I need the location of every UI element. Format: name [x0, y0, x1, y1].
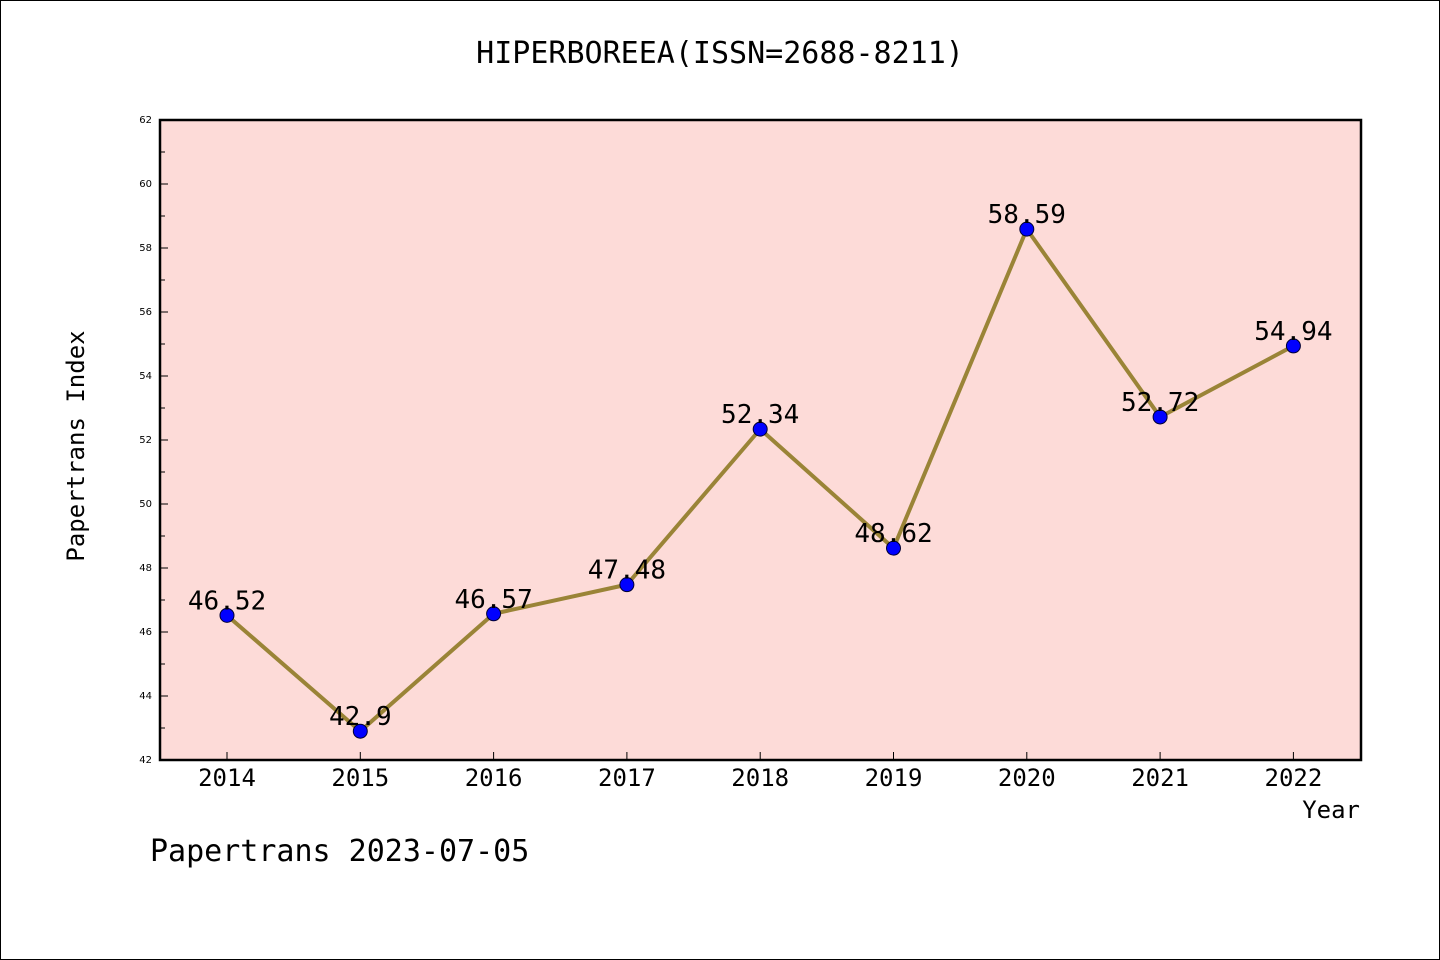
y-tick-label: 60 [139, 179, 152, 190]
chart-title: HIPERBOREEA(ISSN=2688-8211) [476, 36, 964, 71]
data-label: 47.48 [588, 556, 666, 586]
x-tick-label: 2014 [198, 764, 256, 792]
data-label: 58.59 [988, 200, 1066, 230]
data-label: 52.72 [1121, 388, 1199, 418]
x-tick-label: 2016 [465, 764, 523, 792]
y-tick-label: 46 [139, 627, 152, 638]
x-axis-label: Year [1302, 796, 1360, 824]
y-tick-label: 50 [139, 499, 152, 510]
data-label: 54.94 [1254, 317, 1332, 347]
data-point [219, 607, 235, 623]
data-point [752, 421, 768, 437]
data-point [486, 606, 502, 622]
y-tick-label: 44 [139, 691, 152, 702]
data-point [886, 540, 901, 556]
x-tick-label: 2021 [1131, 764, 1189, 792]
data-label: 52.34 [721, 400, 799, 430]
x-tick-label: 2017 [598, 764, 656, 792]
data-point [1019, 221, 1035, 237]
x-tick-label: 2020 [998, 764, 1056, 792]
x-tick-label: 2018 [731, 764, 789, 792]
y-tick-label: 52 [139, 435, 152, 446]
data-label: 48.62 [854, 519, 932, 549]
y-tick-label: 56 [139, 307, 152, 318]
y-tick-label: 54 [139, 371, 152, 382]
data-point [1152, 409, 1168, 425]
data-label: 46.52 [188, 586, 266, 616]
plot-border [158, 118, 1363, 762]
x-tick-label: 2019 [865, 764, 923, 792]
x-tick-label: 2022 [1265, 764, 1323, 792]
y-tick-label: 42 [139, 755, 152, 766]
footer-credit: Papertrans 2023-07-05 [150, 834, 530, 869]
y-tick-label: 48 [139, 563, 152, 574]
data-label: 42.9 [329, 702, 392, 732]
data-point [619, 577, 635, 593]
y-tick-label: 62 [139, 115, 152, 126]
plot-area [160, 120, 1361, 760]
x-tick-label: 2015 [331, 764, 389, 792]
data-point [352, 723, 368, 739]
y-tick-label: 58 [139, 243, 152, 254]
data-label: 46.57 [454, 585, 532, 615]
data-point [1285, 338, 1301, 354]
